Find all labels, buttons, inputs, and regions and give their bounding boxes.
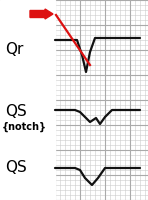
Text: Qr: Qr	[5, 42, 23, 57]
Text: {notch}: {notch}	[2, 122, 47, 132]
Text: QS: QS	[5, 104, 27, 119]
Text: QS: QS	[5, 160, 27, 175]
FancyArrow shape	[30, 9, 53, 19]
Bar	[0, 0, 55, 200]
